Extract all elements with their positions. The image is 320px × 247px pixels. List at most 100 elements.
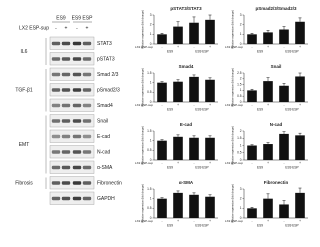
x-tick-label: + xyxy=(299,45,301,49)
band xyxy=(61,119,71,123)
bar xyxy=(157,198,167,218)
chart-title: pSTAT3/STAT3 xyxy=(170,6,202,11)
y-axis-label: Relative expression (fold change) xyxy=(231,10,235,49)
protein-label: pSmad2/3 xyxy=(97,88,120,94)
group-label: ES9 ESP xyxy=(195,107,208,111)
band xyxy=(72,57,82,61)
y-tick-label: 1 xyxy=(150,32,152,36)
y-tick-label: 2.5 xyxy=(237,71,242,75)
y-tick-label: 1.5 xyxy=(237,136,242,140)
bar xyxy=(295,192,305,218)
band xyxy=(61,72,71,77)
group-label: ES9 xyxy=(257,223,263,227)
band xyxy=(61,134,71,139)
protein-label: α-SMA xyxy=(97,165,113,171)
bar xyxy=(173,192,183,218)
bar xyxy=(263,198,273,218)
protein-label: N-cad xyxy=(97,150,111,156)
group-label: TGF-β1 xyxy=(15,88,33,94)
x-tick-label: + xyxy=(209,219,211,223)
x-axis-label: LX2 ESP-sup xyxy=(135,103,153,107)
bar xyxy=(279,133,289,160)
band xyxy=(51,57,61,61)
bar xyxy=(189,76,199,102)
bar xyxy=(205,79,215,102)
x-tick-label: + xyxy=(267,161,269,165)
blot-panel xyxy=(49,36,95,50)
band xyxy=(61,57,71,61)
blot-panel xyxy=(49,160,95,174)
y-tick-label: 0 xyxy=(150,158,152,162)
protein-label: Smad4 xyxy=(97,103,113,109)
x-tick-label: + xyxy=(177,161,179,165)
band xyxy=(72,134,82,139)
band xyxy=(51,103,61,108)
bar xyxy=(247,208,257,218)
y-tick-label: 0 xyxy=(150,216,152,220)
band xyxy=(51,41,61,46)
x-axis-label: LX2 ESP-sup xyxy=(135,219,153,223)
y-tick-label: 1.5 xyxy=(147,129,152,133)
y-tick-label: 2 xyxy=(240,129,242,133)
band xyxy=(72,181,82,185)
y-tick-label: 2 xyxy=(240,197,242,201)
bar xyxy=(189,194,199,218)
band xyxy=(51,150,61,154)
x-axis-label: LX2 ESP-sup xyxy=(135,45,153,49)
bar xyxy=(247,34,257,44)
x-axis-label: LX2 ESP-sup xyxy=(225,161,243,165)
blot-panel xyxy=(49,191,95,205)
x-tick-label: + xyxy=(267,219,269,223)
y-tick-label: 1 xyxy=(150,139,152,143)
bar xyxy=(173,26,183,44)
x-tick-label: + xyxy=(209,161,211,165)
chart-title: α-SMA xyxy=(179,180,194,185)
x-tick-label: + xyxy=(299,219,301,223)
protein-label: Snail xyxy=(97,119,108,125)
group-label: ES9 xyxy=(257,165,263,169)
band xyxy=(82,181,92,185)
column-label: ES9 ESP xyxy=(72,15,94,21)
y-axis-label: Relative expression (fold change) xyxy=(231,126,235,165)
x-tick-label: - xyxy=(251,45,252,49)
band xyxy=(51,165,61,170)
band xyxy=(72,119,82,123)
y-tick-label: 1 xyxy=(240,206,242,210)
x-tick-label: + xyxy=(177,45,179,49)
group-label: ES9 xyxy=(257,49,263,53)
chart-title: Smad4 xyxy=(179,64,194,69)
band xyxy=(82,150,92,154)
blot-panel xyxy=(49,145,95,159)
x-tick-label: - xyxy=(161,161,162,165)
band xyxy=(61,181,71,185)
band xyxy=(61,88,71,92)
y-tick-label: 1 xyxy=(150,197,152,201)
group-label: ES9 ESP xyxy=(285,49,298,53)
band xyxy=(82,119,92,123)
chart-title: E-cad xyxy=(180,122,193,127)
x-tick-label: - xyxy=(193,161,194,165)
y-tick-label: 3 xyxy=(150,13,152,17)
blot-panel xyxy=(49,67,95,81)
y-tick-label: 3 xyxy=(240,13,242,17)
band xyxy=(82,57,92,61)
bar xyxy=(295,76,305,102)
y-tick-label: 0.5 xyxy=(237,151,242,155)
band xyxy=(61,165,71,170)
group-label: ES9 xyxy=(167,49,173,53)
band xyxy=(82,41,92,46)
y-tick-label: 1 xyxy=(240,32,242,36)
band xyxy=(82,72,92,77)
band xyxy=(82,165,92,170)
group-label: IL6 xyxy=(21,49,28,55)
bar xyxy=(295,21,305,44)
band xyxy=(82,103,92,108)
band xyxy=(51,88,61,92)
y-axis-label: Relative expression (fold change) xyxy=(141,10,145,49)
sign: + xyxy=(86,25,89,31)
group-label: ES9 ESP xyxy=(195,49,208,53)
x-tick-label: - xyxy=(283,103,284,107)
bar xyxy=(279,204,289,218)
y-tick-label: 2 xyxy=(150,23,152,27)
